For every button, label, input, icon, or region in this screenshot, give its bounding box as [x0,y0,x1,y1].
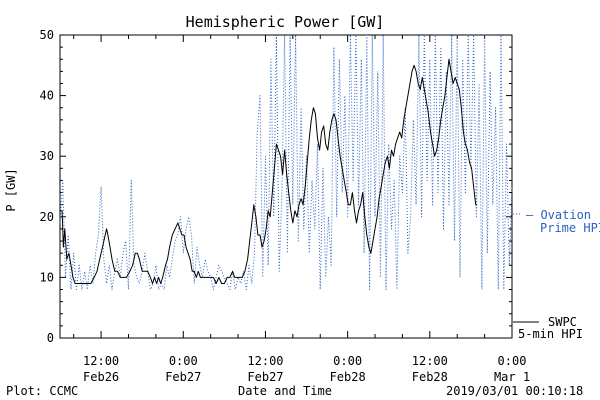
ovation-legend-label: — Ovation [526,208,591,222]
chart-title: Hemispheric Power [GW] [186,13,385,31]
x-axis: 12:00 Feb26 0:00 Feb27 12:00 Feb27 0:00 Feb28 12… [73,35,530,384]
x-tick-date: Feb28 [412,370,448,384]
y-tick-label: 40 [40,89,54,103]
y-tick-label: 20 [40,210,54,224]
x-tick-time: 12:00 [412,354,448,368]
ovation-legend-label-2: Prime HPI [540,221,600,235]
x-tick-date: Feb27 [247,370,283,384]
y-tick-label: 30 [40,149,54,163]
swpc-legend-label: SWPC [548,315,577,329]
y-tick-label: 10 [40,270,54,284]
x-tick-time: 0:00 [498,354,527,368]
x-tick-date: Feb27 [165,370,201,384]
x-tick-date: Mar 1 [494,370,530,384]
x-tick-time: 0:00 [169,354,198,368]
y-tick-label: 0 [47,331,54,345]
swpc-series-line [60,58,478,284]
plot-credit: Plot: CCMC [6,384,78,398]
y-axis: 0 10 20 30 40 50 [40,28,512,345]
x-tick-time: 12:00 [83,354,119,368]
swpc-legend-label-2: 5-min HPI [518,327,583,341]
x-tick-time: 0:00 [333,354,362,368]
plot-timestamp: 2019/03/01 00:10:18 [446,384,583,398]
y-axis-label: P [GW] [4,168,18,211]
ovation-series-line [59,34,513,290]
x-tick-date: Feb26 [83,370,119,384]
series-layer [59,34,513,290]
y-tick-label: 50 [40,28,54,42]
plot-frame [59,34,513,339]
x-axis-label: Date and Time [238,384,332,398]
x-tick-date: Feb28 [330,370,366,384]
x-tick-time: 12:00 [247,354,283,368]
